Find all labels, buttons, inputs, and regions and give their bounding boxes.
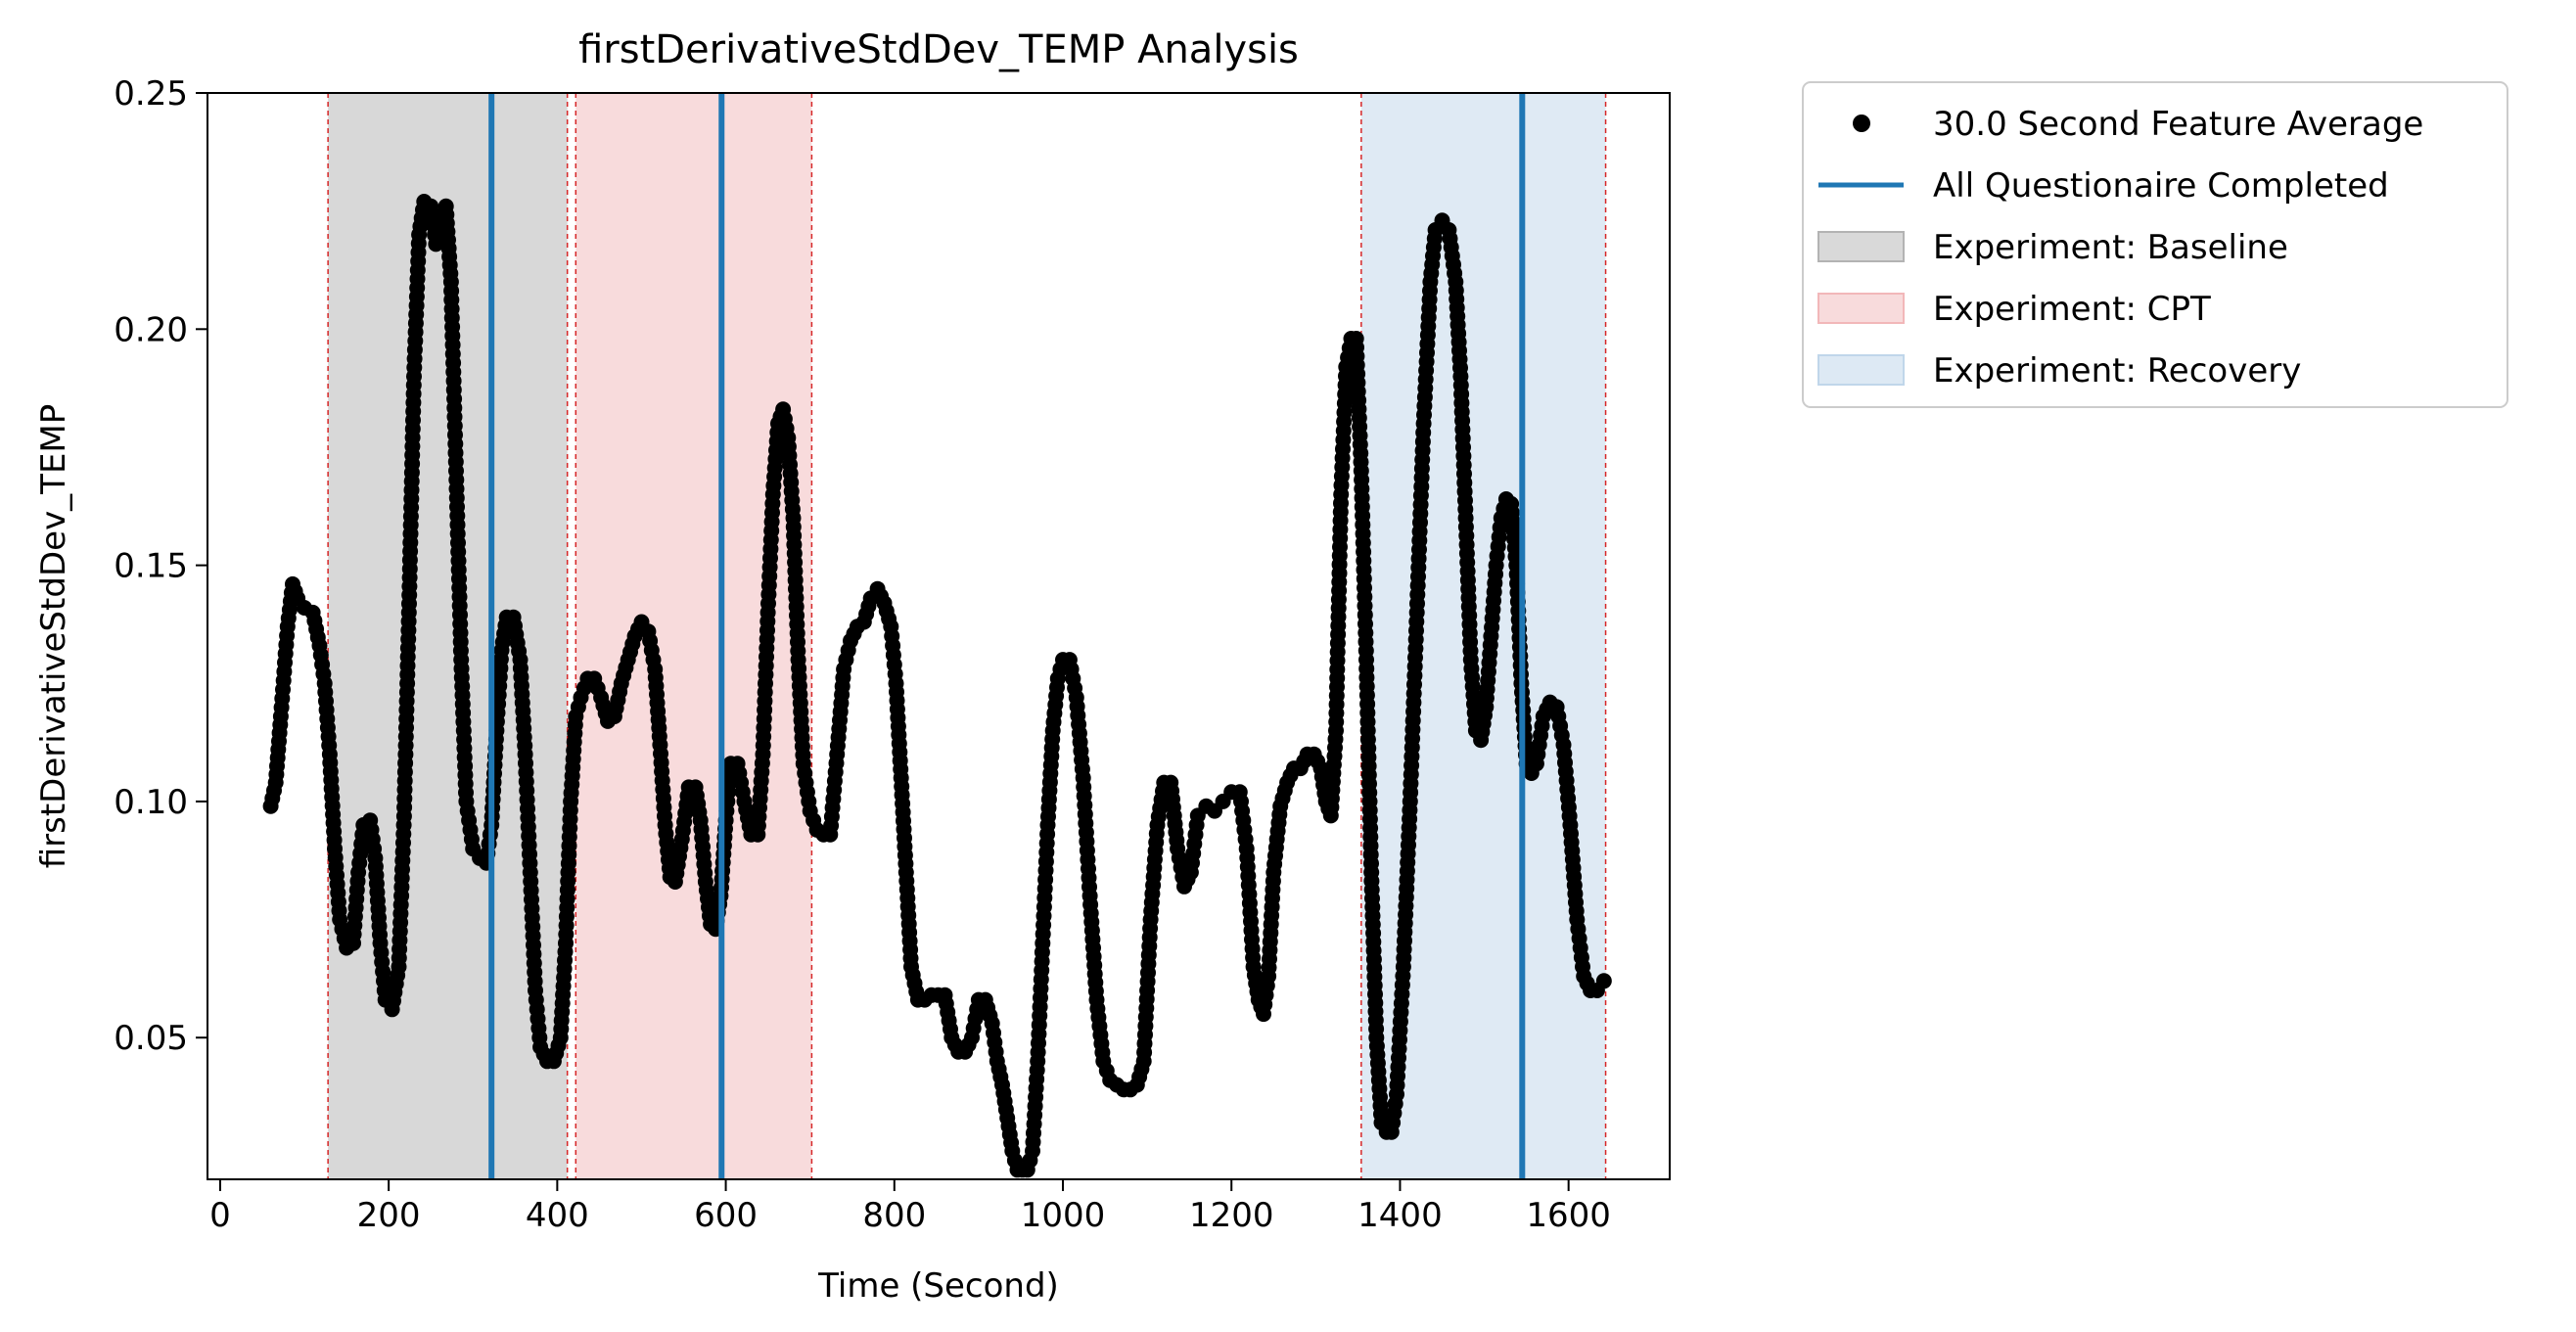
legend-label-cpt: Experiment: CPT — [1933, 290, 2211, 329]
legend-swatch-recovery — [1817, 354, 1905, 386]
x-tick-label: 1400 — [1357, 1196, 1443, 1235]
y-tick-label: 0.20 — [114, 310, 188, 349]
legend-label-baseline: Experiment: Baseline — [1933, 228, 2288, 267]
x-axis-ticks: 0 200 400 600 800 1000 1200 1400 1600 — [209, 1179, 1611, 1235]
legend-marker-points — [1853, 115, 1870, 132]
feature-average-points — [262, 194, 1612, 1178]
data-point — [1595, 973, 1612, 989]
y-axis-ticks: 0.05 0.10 0.15 0.20 0.25 — [114, 74, 207, 1058]
chart-title: firstDerivativeStdDev_TEMP Analysis — [578, 27, 1299, 72]
legend-swatch-baseline — [1817, 231, 1905, 262]
y-tick-label: 0.25 — [114, 74, 188, 114]
x-tick-label: 600 — [694, 1196, 758, 1235]
y-axis-label: firstDerivativeStdDev_TEMP — [34, 404, 73, 869]
legend: 30.0 Second Feature Average All Question… — [1802, 81, 2508, 408]
legend-label-points: 30.0 Second Feature Average — [1933, 105, 2423, 144]
y-tick-label: 0.10 — [114, 783, 188, 822]
x-tick-label: 1000 — [1021, 1196, 1106, 1235]
region-boundary-lines — [327, 93, 1607, 1179]
questionnaire-lines — [488, 93, 1526, 1179]
legend-swatch-cpt — [1817, 293, 1905, 324]
x-tick-label: 1200 — [1189, 1196, 1274, 1235]
y-tick-label: 0.15 — [114, 547, 188, 586]
y-tick-label: 0.05 — [114, 1019, 188, 1058]
x-tick-label: 200 — [357, 1196, 421, 1235]
legend-box — [1802, 81, 2508, 408]
x-tick-label: 0 — [209, 1196, 231, 1235]
legend-label-recovery: Experiment: Recovery — [1933, 351, 2301, 390]
x-tick-label: 800 — [862, 1196, 926, 1235]
x-tick-label: 1600 — [1526, 1196, 1611, 1235]
legend-label-questionnaire: All Questionaire Completed — [1933, 166, 2389, 206]
x-axis-label: Time (Second) — [817, 1266, 1059, 1306]
plot-frame — [207, 92, 1671, 1180]
region-1 — [575, 93, 812, 1179]
x-tick-label: 400 — [526, 1196, 589, 1235]
